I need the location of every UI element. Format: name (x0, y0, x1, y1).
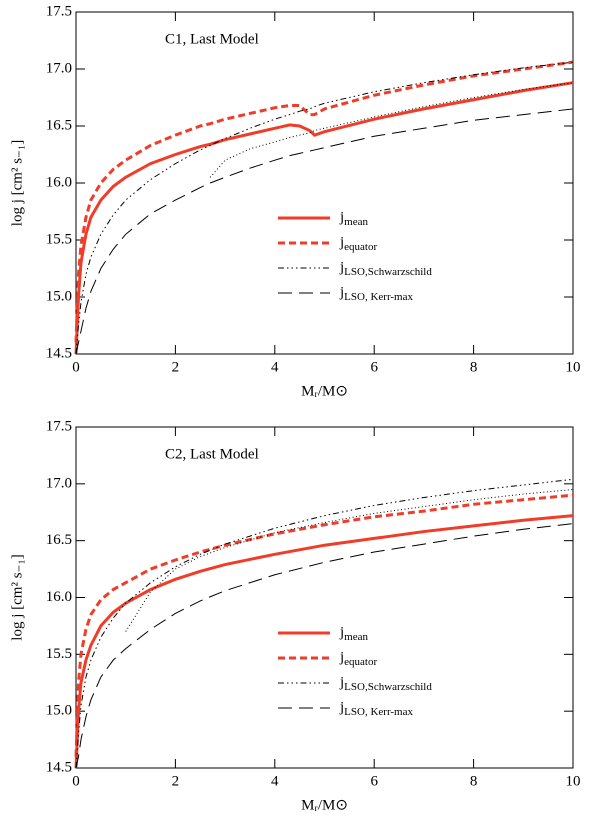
legend-subscript: LSO,Schwarzschild (344, 266, 432, 278)
data-line (75, 478, 574, 769)
legend-label: jequator (339, 649, 377, 667)
x-tick-label: 10 (566, 773, 581, 789)
y-tick-label: 16.5 (46, 117, 72, 133)
y-tick-label: 14.5 (46, 345, 72, 361)
y-tick-label: 15.5 (46, 646, 72, 662)
data-line (75, 108, 574, 355)
legend-label: jmean (339, 624, 368, 642)
x-tick-label: 6 (370, 359, 378, 375)
legend-label: jLSO, Kerr-max (339, 699, 413, 717)
data-line (125, 489, 574, 632)
y-tick-label: 16.5 (46, 532, 72, 548)
legend-subscript: mean (344, 631, 368, 643)
legend-subscript: LSO, Kerr-max (344, 291, 413, 303)
data-line (74, 81, 574, 355)
y-tick-label: 15.0 (46, 288, 72, 304)
data-line (75, 61, 574, 355)
y-axis-label: log j [cm² s₋₁] (9, 140, 25, 226)
legend-label: jmean (339, 209, 368, 227)
x-tick-label: 2 (172, 773, 180, 789)
x-tick-label: 6 (370, 773, 378, 789)
legend-subscript: mean (344, 216, 368, 228)
y-tick-label: 15.5 (46, 231, 72, 247)
y-tick-label: 17.5 (46, 418, 72, 434)
legend-subscript: equator (344, 656, 377, 668)
y-tick-label: 17.0 (46, 60, 72, 76)
legend-label: jLSO,Schwarzschild (339, 674, 432, 692)
panel: 14.5 15.0 15.5 16.0 16.5 17.0 17.5 0 2 4 6 8 10 C2, L… (9, 418, 580, 813)
panel: 14.5 15.0 15.5 16.0 16.5 17.0 17.5 0 2 4 6 8 10 C1, L… (9, 3, 580, 399)
y-axis-label: log j [cm² s₋₁] (9, 554, 25, 640)
x-tick-label: 2 (172, 359, 180, 375)
data-line (75, 523, 574, 769)
legend-label: jequator (339, 234, 377, 252)
legend-subscript: LSO, Kerr-max (344, 706, 413, 718)
x-tick-label: 0 (72, 773, 80, 789)
legend-subscript: LSO,Schwarzschild (344, 681, 432, 693)
plot-frame (75, 426, 574, 769)
y-tick-label: 15.0 (46, 703, 72, 719)
x-tick-label: 8 (470, 359, 478, 375)
y-tick-label: 17.5 (46, 3, 72, 19)
legend-label: jLSO,Schwarzschild (339, 259, 432, 277)
x-axis-label: Mᵣ/M⊙ (301, 797, 348, 813)
y-tick-label: 16.0 (46, 174, 72, 190)
x-axis-label: Mᵣ/M⊙ (301, 383, 348, 399)
data-line (74, 514, 574, 769)
x-tick-label: 8 (470, 773, 478, 789)
legend-subscript: equator (344, 241, 377, 253)
x-tick-label: 4 (271, 773, 279, 789)
chart-title: C2, Last Model (165, 446, 259, 462)
data-line (74, 60, 574, 343)
y-tick-label: 17.0 (46, 475, 72, 491)
legend-label: jLSO, Kerr-max (339, 284, 413, 302)
y-tick-label: 14.5 (46, 759, 72, 775)
x-tick-label: 10 (566, 359, 581, 375)
y-tick-label: 16.0 (46, 589, 72, 605)
x-tick-label: 0 (72, 359, 80, 375)
x-tick-label: 4 (271, 359, 279, 375)
plot-frame (75, 11, 574, 355)
chart-title: C1, Last Model (165, 31, 259, 47)
data-line (74, 493, 574, 757)
